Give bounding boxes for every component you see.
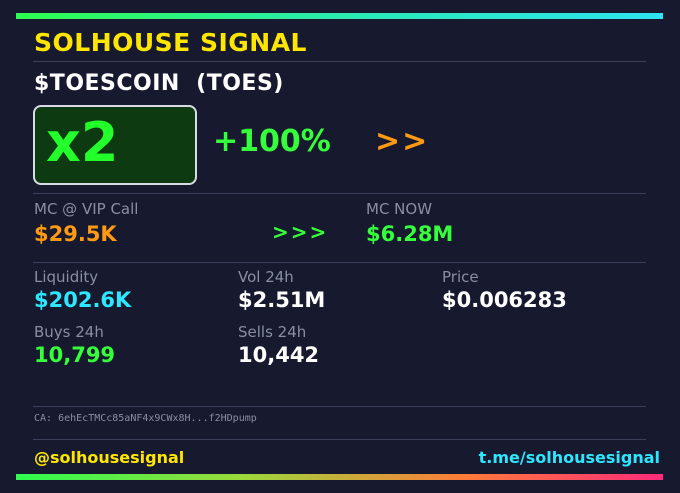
contract-address: CA: 6ehEcTMCc85aNF4x9CWx8H...f2HDpump <box>34 413 257 424</box>
social-handle[interactable]: @solhousesignal <box>34 448 185 467</box>
top-gradient-bar <box>16 13 663 19</box>
divider-header <box>33 61 646 62</box>
multiplier-box <box>33 105 197 185</box>
brand-title: SOLHOUSE SIGNAL <box>34 28 307 57</box>
price-value: $0.006283 <box>442 288 567 312</box>
liquidity-value: $202.6K <box>34 288 132 312</box>
sells-label: Sells 24h <box>238 323 307 341</box>
price-label: Price <box>442 268 479 286</box>
mc-now-label: MC NOW <box>366 200 433 218</box>
bottom-gradient-bar <box>16 474 663 480</box>
divider-stats <box>33 406 646 407</box>
liquidity-label: Liquidity <box>34 268 99 286</box>
gain-arrows: >> <box>375 124 430 159</box>
token-name: $TOESCOIN (TOES) <box>34 71 284 96</box>
mc-call-label: MC @ VIP Call <box>34 200 139 218</box>
telegram-link[interactable]: t.me/solhousesignal <box>478 448 660 467</box>
multiplier-value: x2 <box>46 111 119 174</box>
mc-call-value: $29.5K <box>34 222 117 246</box>
divider-hero <box>33 193 646 194</box>
divider-mc <box>33 262 646 263</box>
vol-value: $2.51M <box>238 288 326 312</box>
divider-footer <box>33 439 646 440</box>
sells-value: 10,442 <box>238 343 320 367</box>
mc-arrows: >>> <box>272 220 329 244</box>
mc-now-value: $6.28M <box>366 222 454 246</box>
buys-label: Buys 24h <box>34 323 104 341</box>
buys-value: 10,799 <box>34 343 116 367</box>
vol-label: Vol 24h <box>238 268 294 286</box>
gain-percent: +100% <box>213 124 331 159</box>
